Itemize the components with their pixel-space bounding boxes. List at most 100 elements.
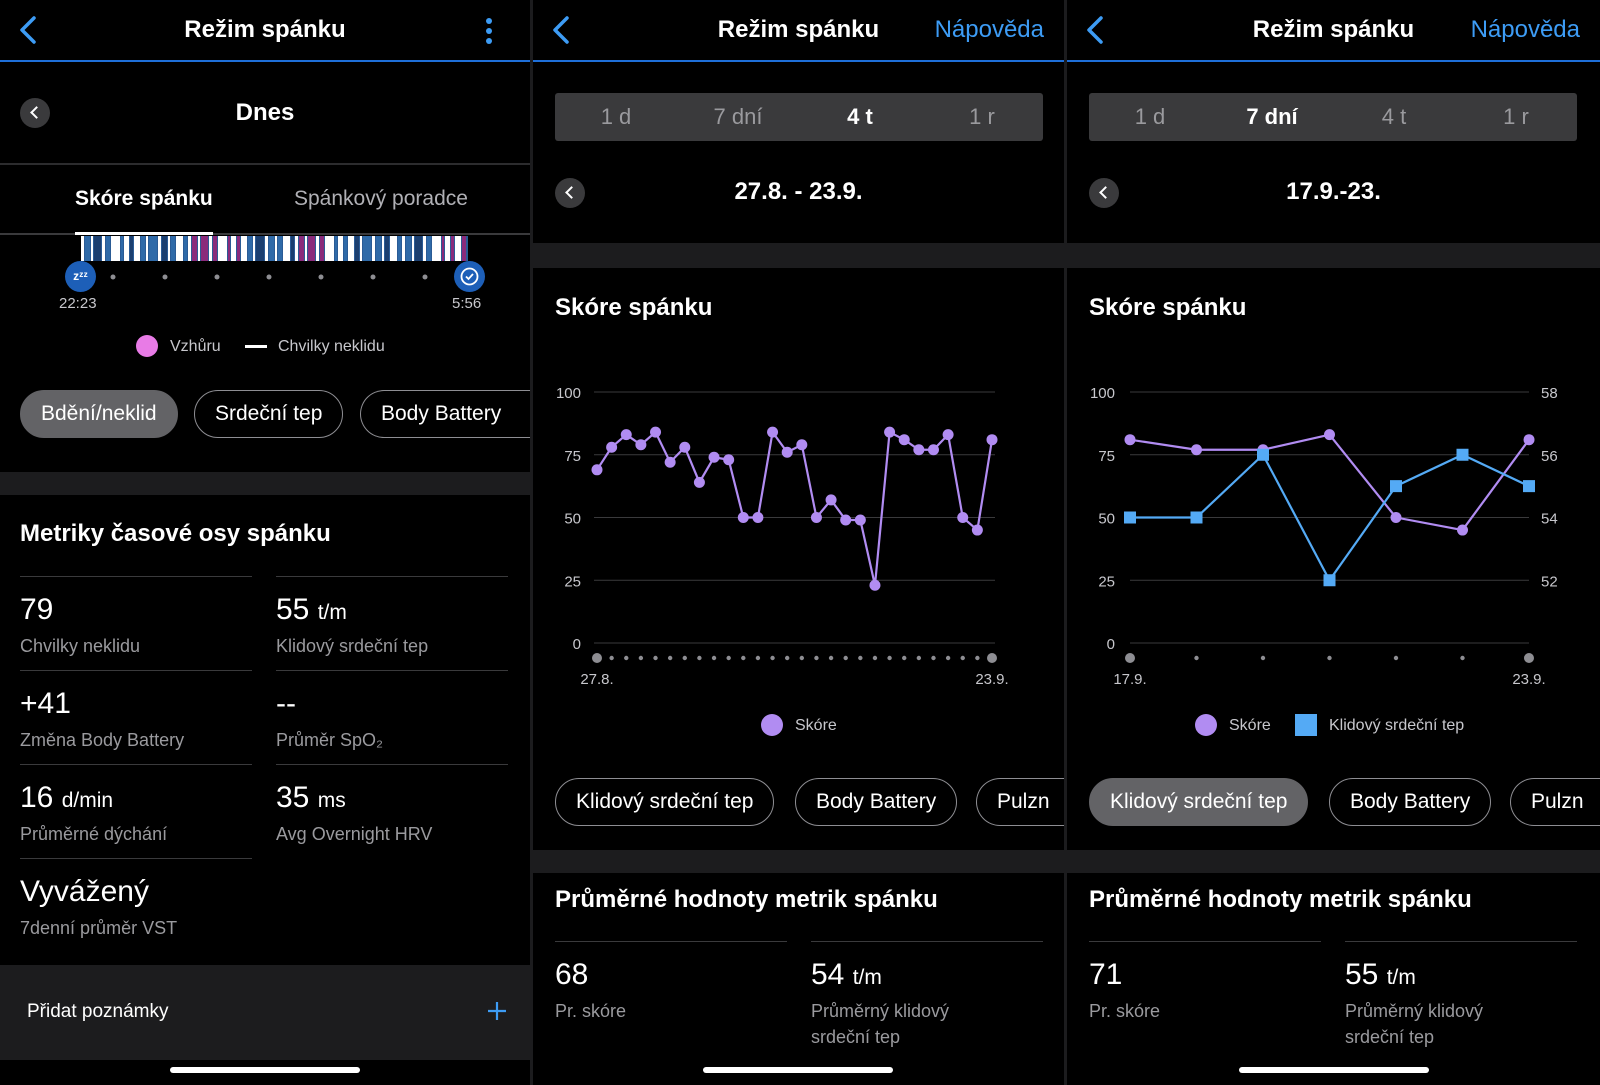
period-7d[interactable]: 7 dní xyxy=(1246,104,1298,129)
sleep-stage-segment xyxy=(85,236,90,261)
data-point xyxy=(898,434,910,446)
data-point xyxy=(650,426,662,438)
chart-section-title: Skóre spánku xyxy=(555,294,713,321)
section-gap xyxy=(1067,850,1600,873)
more-menu-icon[interactable] xyxy=(486,18,494,46)
chip-pulse-ox[interactable]: Pulzn xyxy=(1510,778,1600,826)
chip-resting-hr[interactable]: Klidový srdeční tep xyxy=(1089,778,1309,826)
averages-title: Průměrné hodnoty metrik spánku xyxy=(1089,886,1472,913)
x-axis-dot xyxy=(1393,655,1399,661)
metric-unit: t/m xyxy=(1386,966,1416,989)
data-point xyxy=(620,429,632,441)
y-tick-label: 100 xyxy=(556,385,581,402)
sleep-timeline xyxy=(81,236,468,280)
chip-pulse-ox[interactable]: Pulzn xyxy=(976,778,1064,826)
x-axis-dot xyxy=(682,655,687,661)
x-axis-dot xyxy=(770,655,775,661)
score-legend-icon xyxy=(1195,714,1217,736)
chip-body-battery[interactable]: Body Battery xyxy=(360,390,530,438)
x-axis-dot xyxy=(609,655,614,661)
x-axis-dot xyxy=(653,655,658,661)
data-point xyxy=(1124,511,1136,524)
avg-score: 68 Pr. skóre xyxy=(555,941,787,1021)
sleep-stage-segment xyxy=(248,236,252,261)
back-arrow-icon[interactable] xyxy=(547,14,577,46)
help-link[interactable]: Nápověda xyxy=(934,16,1044,43)
chip-body-battery[interactable]: Body Battery xyxy=(795,778,958,826)
tab-sleep-coach[interactable]: Spánkový poradce xyxy=(294,187,468,210)
previous-range-button[interactable] xyxy=(1089,178,1119,208)
x-axis-dot xyxy=(1260,655,1266,661)
sleep-stage-segment xyxy=(415,236,422,261)
sleep-stage-segment xyxy=(412,236,414,261)
sleep-stage-segment xyxy=(149,236,157,261)
add-notes-row[interactable]: Přidat poznámky xyxy=(0,965,530,1060)
timeline-dot xyxy=(370,274,376,280)
y-tick-label: 0 xyxy=(573,636,581,653)
x-axis-dot xyxy=(592,653,602,663)
period-4w[interactable]: 4 t xyxy=(1381,104,1407,129)
period-1y[interactable]: 1 r xyxy=(1503,104,1529,129)
metric-label: Klidový srdeční tep xyxy=(276,636,429,656)
chip-body-battery[interactable]: Body Battery xyxy=(1329,778,1492,826)
chart-section-title: Skóre spánku xyxy=(1089,294,1247,321)
period-1d[interactable]: 1 d xyxy=(600,104,632,129)
x-axis-dot xyxy=(858,655,863,661)
back-arrow-icon[interactable] xyxy=(14,14,44,46)
data-point xyxy=(913,444,925,456)
sleep-stage-segment xyxy=(171,236,175,261)
data-point xyxy=(1523,480,1535,493)
sleep-stage-segment xyxy=(372,236,375,261)
sleep-stage-segment xyxy=(442,236,444,261)
section-gap xyxy=(533,243,1064,268)
data-point xyxy=(854,514,866,526)
period-4w[interactable]: 4 t xyxy=(847,104,873,129)
sleep-stage-segment xyxy=(213,236,217,261)
restless-legend-label: Chvilky neklidu xyxy=(278,338,385,355)
sleep-stage-segment xyxy=(406,236,411,261)
back-arrow-icon[interactable] xyxy=(1081,14,1111,46)
period-1d[interactable]: 1 d xyxy=(1134,104,1166,129)
chip-awake-restless[interactable]: Bdění/neklid xyxy=(20,390,178,438)
data-point xyxy=(591,464,603,476)
y2-tick-label: 58 xyxy=(1541,385,1558,402)
y-tick-label: 25 xyxy=(1098,573,1115,590)
sleep-stage-segment xyxy=(427,236,431,261)
chip-heart-rate[interactable]: Srdeční tep xyxy=(194,390,344,438)
data-point xyxy=(927,444,939,456)
metric-respiration: 16 d/min Průměrné dýchání xyxy=(20,764,252,844)
period-1y[interactable]: 1 r xyxy=(969,104,995,129)
sleep-stage-segment xyxy=(291,236,294,261)
help-link[interactable]: Nápověda xyxy=(1470,16,1580,43)
awake-legend-icon xyxy=(136,335,158,357)
sleep-stage-segment xyxy=(402,236,405,261)
home-indicator xyxy=(1239,1067,1429,1073)
metric-label: Průměrný klidový srdeční tep xyxy=(811,1001,950,1047)
timeline-dot xyxy=(214,274,220,280)
x-axis-dot xyxy=(987,653,997,663)
add-plus-icon[interactable] xyxy=(486,1000,508,1022)
sleep-stage-segment xyxy=(338,236,343,261)
sleep-stage-segment xyxy=(398,236,401,261)
metric-spo2: -- Průměr SpO₂ xyxy=(276,670,508,750)
data-point xyxy=(767,426,779,438)
previous-range-button[interactable] xyxy=(555,178,585,208)
panel-4-weeks: Režim spánku Nápověda 1 d 7 dní 4 t 1 r … xyxy=(533,0,1064,1085)
tab-sleep-score[interactable]: Skóre spánku xyxy=(75,187,213,210)
metric-value: 55 xyxy=(1345,958,1379,991)
x-axis-dot xyxy=(667,655,673,661)
x-start-label: 27.8. xyxy=(580,671,613,688)
sleep-score-chart-7d: 0 25 50 75 100 52 54 56 58 17.9. 23.9. xyxy=(1090,385,1558,688)
x-axis-dot xyxy=(638,655,644,661)
avg-resting-hr: 54 t/m Průměrný klidový srdeční tep xyxy=(811,941,1043,1047)
data-point xyxy=(942,429,954,441)
chip-resting-hr[interactable]: Klidový srdeční tep xyxy=(555,778,775,826)
previous-day-button[interactable] xyxy=(20,98,50,128)
period-7d[interactable]: 7 dní xyxy=(713,104,763,129)
resting-hr-legend-label: Klidový srdeční tep xyxy=(1329,717,1465,734)
sleep-stage-segment xyxy=(265,236,268,261)
resting-hr-legend-icon xyxy=(1295,714,1317,736)
metric-label: Průměrné dýchání xyxy=(20,824,168,844)
sleep-stage-segment xyxy=(283,236,290,261)
sleep-stage-segment xyxy=(218,236,227,261)
